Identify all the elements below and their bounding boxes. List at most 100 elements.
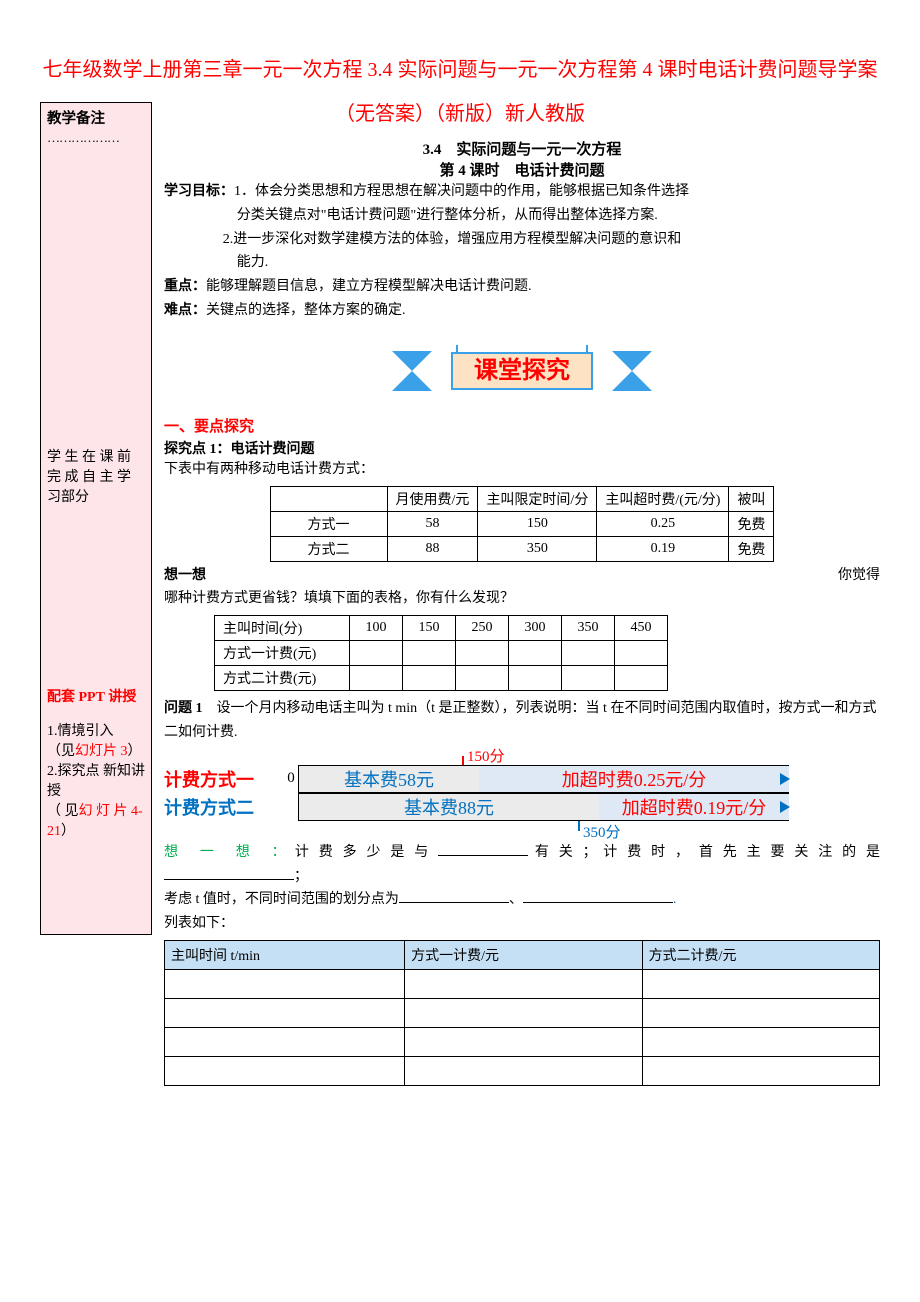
compare-cell: 250 xyxy=(456,616,509,641)
bar-2a: 基本费88元 xyxy=(298,793,599,821)
ppt-label-1: 配套 xyxy=(47,690,79,705)
compare-cell xyxy=(350,641,403,666)
compare-cell xyxy=(456,641,509,666)
main-content: 3.4 实际问题与一元一次方程 第 4 课时 电话计费问题 学习目标：1．体会分… xyxy=(158,136,880,1086)
sidebar-item-2b: （ 见 xyxy=(47,804,79,819)
plans-cell: 150 xyxy=(478,511,597,536)
sidebar-item-1a: 1.情境引入 xyxy=(47,720,145,740)
compare-cell xyxy=(403,666,456,691)
goal-1a: 1．体会分类思想和方程思想在解决问题中的作用，能够根据已知条件选择 xyxy=(234,184,689,199)
sidebar-item-1d: ） xyxy=(128,744,142,759)
compare-cell xyxy=(615,641,668,666)
section-number: 3.4 实际问题与一元一次方程 xyxy=(164,138,880,159)
blank-3 xyxy=(399,888,509,903)
compare-table: 主叫时间(分)100150250300350450方式一计费(元)方式二计费(元… xyxy=(214,615,668,691)
bar-1a: 基本费58元 xyxy=(298,765,479,793)
think2-l1b: 有 关 ； 计 费 时 ， 首 先 主 要 关 注 的 是 xyxy=(528,845,880,860)
prestudy-l2: 完 成 自 主 学 xyxy=(47,470,131,485)
banner: 课堂探究 xyxy=(164,341,880,401)
plans-header-cell xyxy=(270,486,387,511)
think2-l1c: ； xyxy=(294,869,308,884)
blue-table: 主叫时间 t/min 方式一计费/元 方式二计费/元 xyxy=(164,940,880,1086)
difficulty-label: 难点： xyxy=(164,303,206,318)
compare-row-label: 方式一计费(元) xyxy=(215,641,350,666)
timeline-label-1: 计费方式一 xyxy=(164,765,284,793)
timeline-zero: 0 xyxy=(284,765,298,793)
sidebar-item-1c: 幻灯片 3 xyxy=(75,744,128,759)
plans-cell: 350 xyxy=(478,536,597,561)
think2-end: . xyxy=(673,892,677,907)
compare-cell xyxy=(562,641,615,666)
prestudy-l3: 习部分 xyxy=(47,490,89,505)
goal-1b: 分类关键点对"电话计费问题"进行整体分析，从而得出整体选择方案. xyxy=(164,204,880,228)
timeline-label-2: 计费方式二 xyxy=(164,793,284,821)
sidebar-item-2a: 2.探究点 新知讲授 xyxy=(47,760,145,800)
compare-cell xyxy=(562,666,615,691)
prestudy-l1: 学 生 在 课 前 xyxy=(47,450,131,465)
list-as-follows: 列表如下： xyxy=(164,912,880,936)
plans-header-cell: 被叫 xyxy=(729,486,774,511)
compare-cell: 100 xyxy=(350,616,403,641)
blue-h2: 方式一计费/元 xyxy=(405,940,642,969)
plans-table: 月使用费/元主叫限定时间/分主叫超时费/(元/分)被叫方式一581500.25免… xyxy=(270,486,775,562)
compare-cell xyxy=(350,666,403,691)
banner-svg: 课堂探究 xyxy=(362,341,682,401)
think2-l2b: 、 xyxy=(509,892,523,907)
lesson-number: 第 4 课时 电话计费问题 xyxy=(164,159,880,180)
blue-h3: 方式二计费/元 xyxy=(642,940,879,969)
plans-header-cell: 主叫限定时间/分 xyxy=(478,486,597,511)
think2-l2a: 考虑 t 值时，不同时间范围的划分点为 xyxy=(164,892,399,907)
explore-point-1: 探究点 1：电话计费问题 xyxy=(164,438,880,458)
plans-cell: 58 xyxy=(387,511,478,536)
plans-header-cell: 月使用费/元 xyxy=(387,486,478,511)
compare-cell xyxy=(509,641,562,666)
plans-cell: 免费 xyxy=(729,536,774,561)
banner-text: 课堂探究 xyxy=(474,356,570,384)
sidebar-top-note: 教学备注 xyxy=(47,107,145,128)
q1-text: 设一个月内移动电话主叫为 t min（t 是正整数），列表说明：当 t 在不同时… xyxy=(164,701,876,740)
plans-cell: 0.25 xyxy=(597,511,729,536)
bar-2b: 加超时费0.19元/分 xyxy=(599,793,789,821)
think-before: 你觉得 xyxy=(838,564,880,588)
difficulty-text: 关键点的选择，整体方案的确定. xyxy=(206,303,406,318)
compare-cell xyxy=(456,666,509,691)
compare-cell xyxy=(403,641,456,666)
ppt-label-3: 讲授 xyxy=(108,690,136,705)
compare-cell xyxy=(509,666,562,691)
plans-cell: 免费 xyxy=(729,511,774,536)
focus-text: 能够理解题目信息，建立方程模型解决电话计费问题. xyxy=(206,279,532,294)
blue-h1: 主叫时间 t/min xyxy=(165,940,405,969)
plans-cell: 方式一 xyxy=(270,511,387,536)
q1-label: 问题 1 xyxy=(164,701,203,716)
focus-label: 重点： xyxy=(164,279,206,294)
think-label: 想一想 xyxy=(164,568,206,583)
think-rest: 哪种计费方式更省钱？填填下面的表格，你有什么发现？ xyxy=(164,587,880,611)
compare-row-label: 方式二计费(元) xyxy=(215,666,350,691)
goal-label: 学习目标： xyxy=(164,184,234,199)
timeline: 150分 计费方式一 0 基本费58元 加超时费0.25元/分 计费方式二 基本… xyxy=(164,745,880,841)
sidebar-item-2d: ） xyxy=(61,824,75,839)
compare-cell: 350 xyxy=(562,616,615,641)
bar-2b-text: 加超时费0.19元/分 xyxy=(622,794,767,820)
plans-cell: 88 xyxy=(387,536,478,561)
plans-cell: 方式二 xyxy=(270,536,387,561)
plans-cell: 0.19 xyxy=(597,536,729,561)
compare-cell: 150 xyxy=(403,616,456,641)
goal-2: 2.进一步深化对数学建模方法的体验，增强应用方程模型解决问题的意识和 xyxy=(223,232,682,247)
sidebar: 教学备注 ……………… 学 生 在 课 前 完 成 自 主 学 习部分 配套 P… xyxy=(40,102,152,935)
compare-row-label: 主叫时间(分) xyxy=(215,616,350,641)
goal-1: 学习目标：1．体会分类思想和方程思想在解决问题中的作用，能够根据已知条件选择 xyxy=(164,180,880,204)
think2-l1a: 计 费 多 少 是 与 xyxy=(295,845,438,860)
sidebar-ppt: 配套 PPT 讲授 1.情境引入 （见幻灯片 3） 2.探究点 新知讲授 （ 见… xyxy=(47,686,145,840)
bar-1b-text: 加超时费0.25元/分 xyxy=(562,766,707,792)
blank-2 xyxy=(164,865,294,880)
think2-label: 想 一 想 ： xyxy=(164,845,295,860)
compare-cell: 300 xyxy=(509,616,562,641)
compare-cell xyxy=(615,666,668,691)
ppt-label-2: PPT xyxy=(79,690,109,705)
tick-350: 350分 xyxy=(578,821,621,841)
sidebar-item-1b: （见 xyxy=(47,744,75,759)
explore-intro: 下表中有两种移动电话计费方式： xyxy=(164,458,880,482)
tick-150: 150分 xyxy=(462,745,505,765)
sidebar-dashes: ……………… xyxy=(47,130,145,146)
